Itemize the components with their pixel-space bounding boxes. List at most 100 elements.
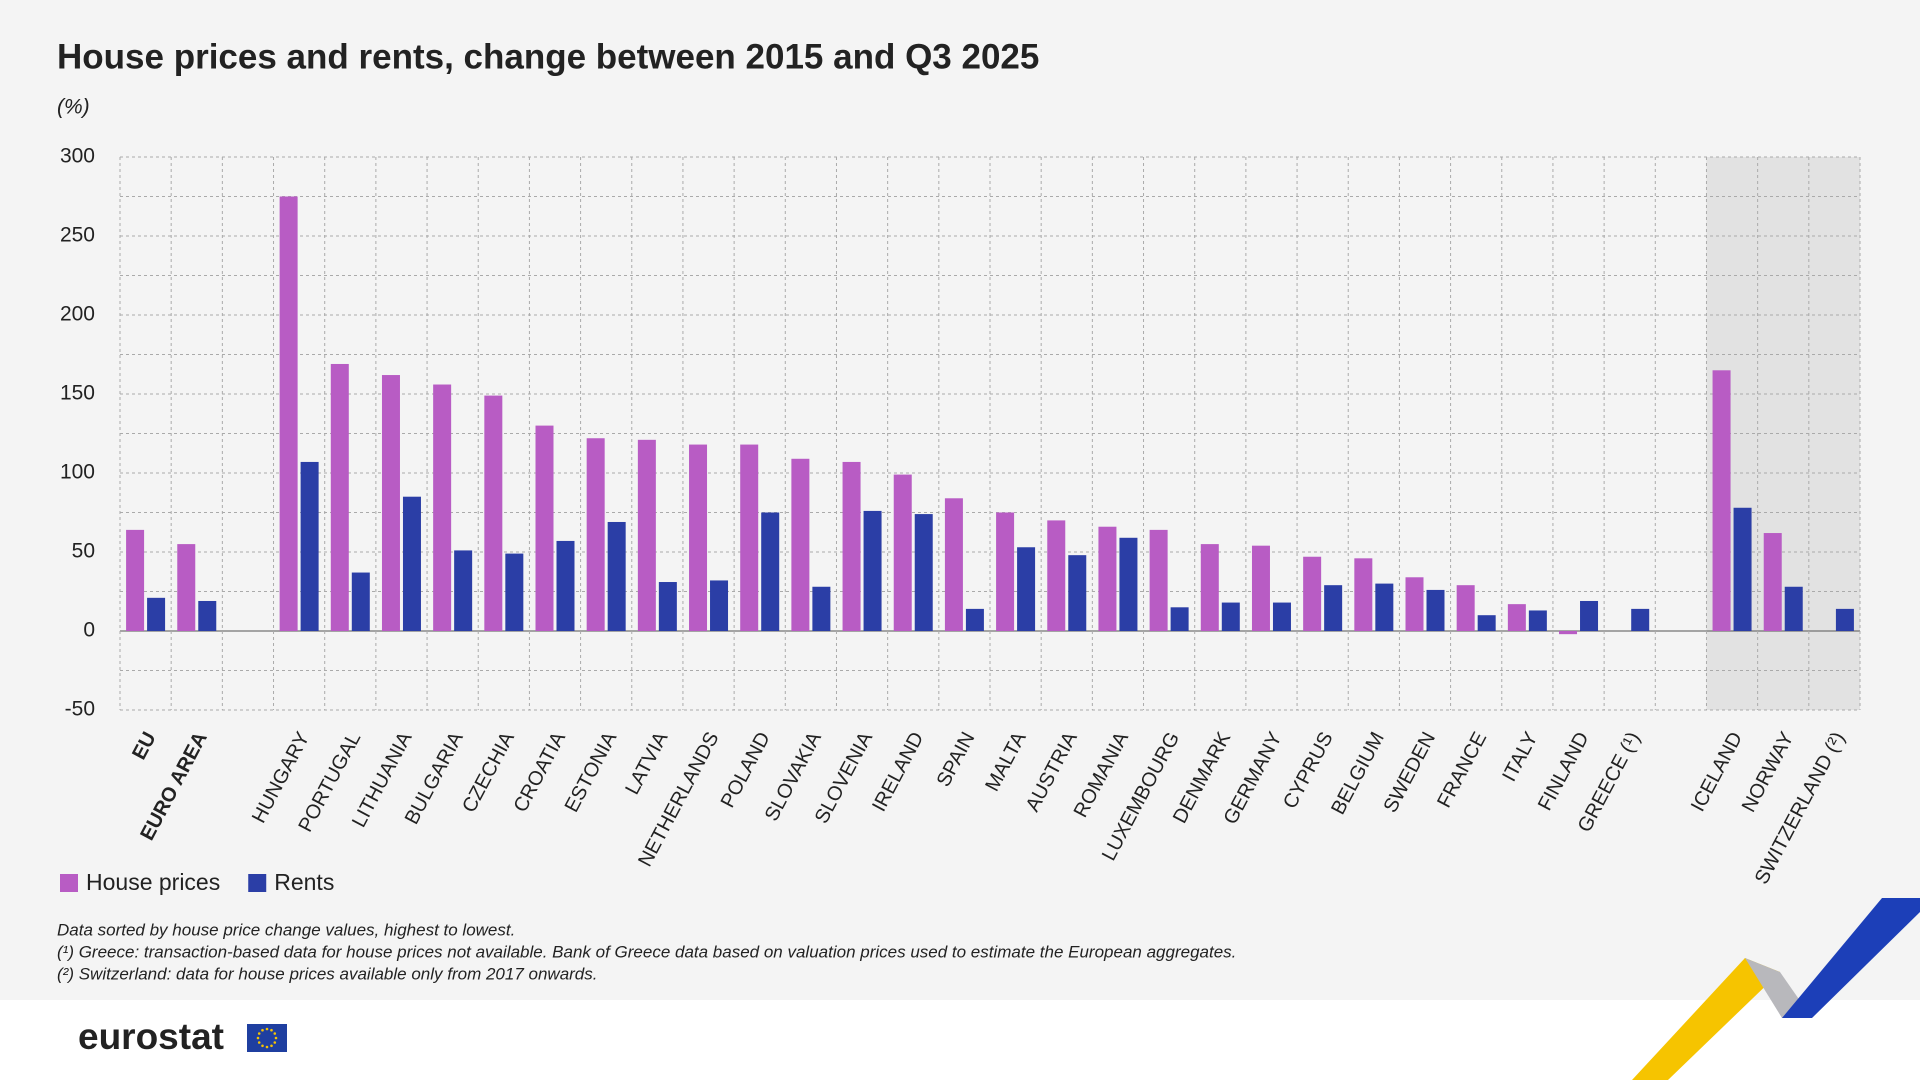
flag-star — [273, 1032, 277, 1035]
bar — [893, 474, 912, 631]
bar — [1068, 555, 1087, 631]
flag-star — [261, 1028, 264, 1032]
bar — [1733, 507, 1752, 631]
bar — [863, 510, 882, 631]
bar — [1119, 537, 1138, 631]
bar — [1405, 577, 1424, 631]
bar — [1426, 589, 1445, 631]
bar — [1251, 545, 1270, 631]
bar — [330, 363, 349, 631]
bar — [1047, 520, 1066, 631]
bar — [914, 514, 933, 631]
chart-title: House prices and rents, change between 2… — [57, 37, 1039, 76]
bar — [1559, 631, 1578, 635]
y-tick-label: 150 — [60, 382, 95, 405]
decor-blue — [1782, 898, 1920, 1018]
flag-star — [265, 1027, 269, 1031]
bar — [1375, 583, 1394, 631]
flag-star — [274, 1036, 278, 1040]
bar — [1835, 608, 1854, 631]
flag-star — [257, 1032, 261, 1035]
bar — [1272, 602, 1291, 631]
flag-star — [256, 1036, 260, 1040]
bar — [1324, 585, 1343, 631]
bar — [1200, 544, 1219, 631]
bar — [586, 438, 605, 631]
bar — [126, 529, 145, 631]
bar — [761, 512, 780, 631]
bar — [1784, 586, 1803, 631]
bar — [1631, 608, 1650, 631]
bar — [535, 425, 554, 631]
legend: House prices Rents — [60, 869, 334, 895]
bar — [740, 444, 759, 631]
bar — [1017, 547, 1036, 631]
y-axis-label: (%) — [57, 96, 90, 119]
bar — [505, 553, 524, 631]
notes: Data sorted by house price change values… — [57, 920, 1236, 983]
bar — [689, 444, 708, 631]
bar — [454, 550, 473, 631]
bar — [300, 461, 319, 631]
bar — [177, 544, 196, 631]
bar — [556, 540, 575, 631]
decor-yellow — [1632, 958, 1780, 1080]
bar — [484, 395, 503, 631]
y-tick-label: 250 — [60, 224, 95, 247]
bar — [1221, 602, 1240, 631]
flag-star — [261, 1044, 264, 1048]
logo-text: eurostat — [78, 1016, 224, 1057]
bar — [1170, 607, 1189, 631]
bar — [812, 586, 831, 631]
legend-swatch — [248, 874, 267, 892]
bar — [965, 608, 984, 631]
bar — [1580, 600, 1599, 631]
footnote: Data sorted by house price change values… — [57, 920, 515, 939]
y-tick-label: 200 — [60, 303, 95, 326]
bar — [1098, 526, 1117, 631]
bar — [1763, 533, 1782, 631]
flag-star — [265, 1045, 269, 1049]
bar — [710, 580, 729, 631]
y-tick-label: 50 — [72, 540, 95, 563]
bar — [279, 196, 298, 631]
eu-flag — [247, 1024, 287, 1052]
bar — [1149, 529, 1168, 631]
footer-band — [0, 1000, 1920, 1080]
y-tick-label: -50 — [65, 698, 95, 721]
flag-star — [257, 1041, 261, 1044]
bar — [381, 375, 400, 631]
flag-stars — [256, 1027, 278, 1049]
bar — [1507, 604, 1526, 631]
bar — [791, 458, 810, 631]
bar — [402, 496, 421, 631]
bar — [1303, 556, 1322, 631]
bar — [658, 582, 677, 631]
bar — [1712, 370, 1731, 631]
bar — [147, 597, 166, 631]
bar — [198, 600, 217, 631]
bar — [1456, 585, 1475, 631]
footnote: (¹) Greece: transaction-based data for h… — [57, 942, 1236, 961]
flag-star — [270, 1028, 273, 1032]
flag-star — [273, 1041, 277, 1044]
bar — [351, 572, 370, 631]
legend-label: Rents — [274, 869, 334, 895]
bar — [637, 439, 656, 631]
bar — [996, 512, 1015, 631]
bar — [944, 498, 963, 631]
y-tick-label: 0 — [83, 619, 95, 642]
footnote: (²) Switzerland: data for house prices a… — [57, 964, 598, 983]
bar — [607, 521, 626, 631]
legend-label: House prices — [86, 869, 220, 895]
y-tick-label: 300 — [60, 145, 95, 168]
flag-star — [270, 1044, 273, 1048]
y-tick-label: 100 — [60, 461, 95, 484]
bar — [1528, 610, 1547, 631]
bar — [842, 461, 861, 631]
legend-swatch — [60, 874, 78, 892]
bar — [1477, 615, 1496, 631]
bar — [433, 384, 452, 631]
bar — [1354, 558, 1373, 631]
